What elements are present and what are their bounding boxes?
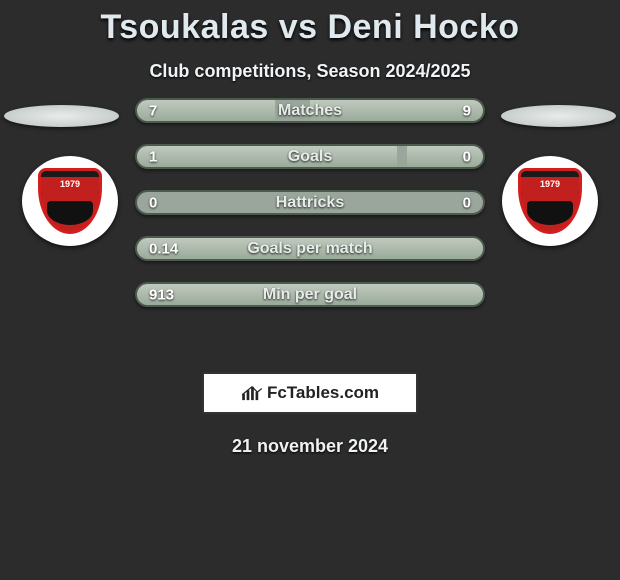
stat-label: Hattricks (276, 194, 344, 212)
stat-bars: 7 9 Matches 1 0 Goals 0 0 Hattricks 0.14 Goals per… (135, 98, 485, 307)
shield-icon (518, 168, 582, 234)
page-title: Tsoukalas vs Deni Hocko (0, 0, 620, 47)
bar-fill-left (137, 100, 275, 121)
stat-value-right: 0 (463, 148, 471, 165)
spotlight-right (501, 105, 616, 127)
snapshot-date: 21 november 2024 (0, 436, 620, 457)
comparison-arena: 79Matches10Goals00Hattricks0.14Goals per… (0, 110, 620, 340)
stat-bar-hattricks: 0 0 Hattricks (135, 190, 485, 215)
page-subtitle: Club competitions, Season 2024/2025 (0, 61, 620, 82)
stat-label: Goals (288, 148, 332, 166)
attribution-badge: FcTables.com (202, 372, 418, 414)
club-crest-left (22, 156, 118, 246)
stat-value-left: 7 (149, 102, 157, 119)
stat-bar-min_per_goal: 913 Min per goal (135, 282, 485, 307)
club-crest-right (502, 156, 598, 246)
stat-label: Matches (278, 102, 342, 120)
stat-value-left: 0 (149, 194, 157, 211)
stat-label: Min per goal (263, 286, 357, 304)
stat-bar-matches: 7 9 Matches (135, 98, 485, 123)
spotlight-left (4, 105, 119, 127)
stat-value-left: 913 (149, 286, 174, 303)
shield-icon (38, 168, 102, 234)
stat-bar-goals: 1 0 Goals (135, 144, 485, 169)
bar-fill-right (407, 146, 483, 167)
crest-disc (22, 156, 118, 246)
stat-value-right: 9 (463, 102, 471, 119)
stat-bar-goals_per_match: 0.14 Goals per match (135, 236, 485, 261)
stat-value-right: 0 (463, 194, 471, 211)
bar-fill-left (137, 146, 397, 167)
stat-value-left: 1 (149, 148, 157, 165)
stat-label: Goals per match (247, 240, 372, 258)
attribution-text: FcTables.com (267, 383, 379, 403)
crest-disc (502, 156, 598, 246)
stat-value-left: 0.14 (149, 240, 178, 257)
bars-icon (241, 385, 263, 401)
